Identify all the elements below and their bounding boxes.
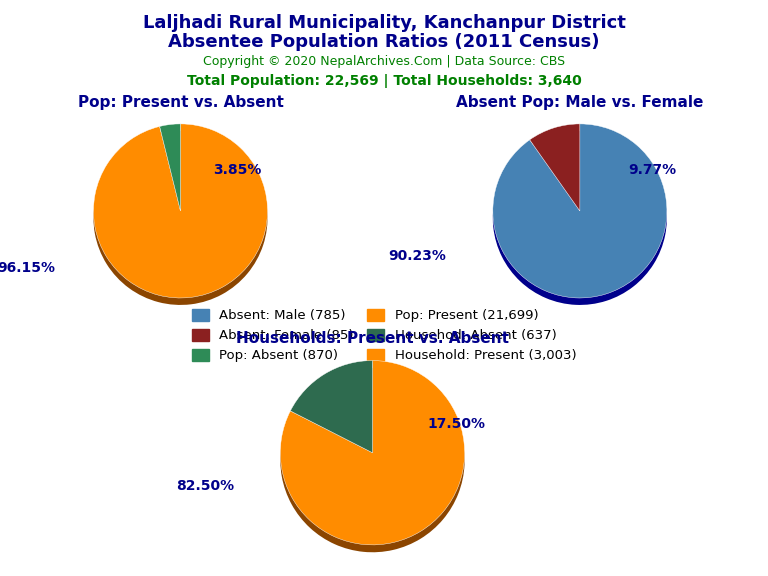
Wedge shape bbox=[160, 124, 180, 211]
Text: Laljhadi Rural Municipality, Kanchanpur District: Laljhadi Rural Municipality, Kanchanpur … bbox=[143, 14, 625, 32]
Text: 3.85%: 3.85% bbox=[213, 163, 261, 177]
Legend: Absent: Male (785), Absent: Female (85), Pop: Absent (870), Pop: Present (21,699: Absent: Male (785), Absent: Female (85),… bbox=[192, 309, 576, 362]
Wedge shape bbox=[94, 124, 267, 298]
Wedge shape bbox=[160, 131, 180, 218]
Wedge shape bbox=[94, 131, 267, 305]
Wedge shape bbox=[290, 368, 372, 460]
Text: 96.15%: 96.15% bbox=[0, 261, 55, 275]
Wedge shape bbox=[290, 361, 372, 453]
Title: Absent Pop: Male vs. Female: Absent Pop: Male vs. Female bbox=[456, 95, 703, 110]
Text: 82.50%: 82.50% bbox=[176, 479, 233, 493]
Wedge shape bbox=[280, 368, 465, 552]
Wedge shape bbox=[530, 124, 580, 211]
Text: 17.50%: 17.50% bbox=[427, 417, 485, 431]
Wedge shape bbox=[493, 124, 667, 298]
Wedge shape bbox=[530, 131, 580, 218]
Title: Pop: Present vs. Absent: Pop: Present vs. Absent bbox=[78, 95, 283, 110]
Wedge shape bbox=[493, 131, 667, 305]
Text: 9.77%: 9.77% bbox=[628, 163, 677, 177]
Title: Households: Present vs. Absent: Households: Present vs. Absent bbox=[236, 331, 509, 346]
Text: 90.23%: 90.23% bbox=[388, 249, 446, 263]
Text: Copyright © 2020 NepalArchives.Com | Data Source: CBS: Copyright © 2020 NepalArchives.Com | Dat… bbox=[203, 55, 565, 68]
Text: Total Population: 22,569 | Total Households: 3,640: Total Population: 22,569 | Total Househo… bbox=[187, 74, 581, 88]
Wedge shape bbox=[280, 361, 465, 545]
Text: Absentee Population Ratios (2011 Census): Absentee Population Ratios (2011 Census) bbox=[168, 33, 600, 51]
